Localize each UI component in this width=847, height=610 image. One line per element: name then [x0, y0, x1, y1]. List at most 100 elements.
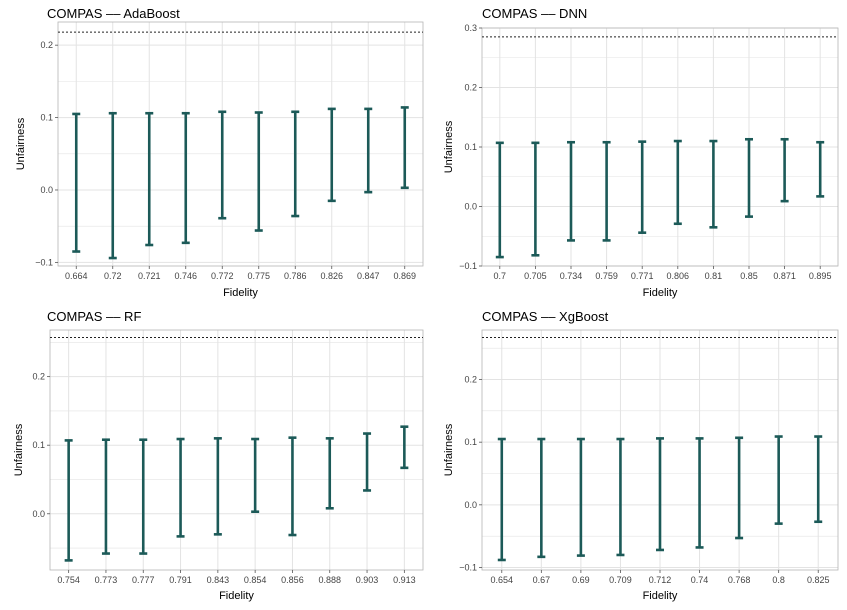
- y-tick-label: −0.1: [459, 261, 477, 271]
- x-tick-label: 0.705: [524, 271, 547, 281]
- error-bar: [400, 106, 409, 190]
- error-bar: [139, 438, 148, 555]
- x-axis-ticks: 0.754 0.773 0.777 0.791 0.843 0.854 0.856 0.888…: [57, 570, 416, 585]
- error-bars: [64, 425, 409, 562]
- y-tick-label: −0.1: [459, 562, 477, 572]
- error-bar: [363, 432, 372, 492]
- x-tick-label: 0.746: [174, 271, 197, 281]
- error-bar: [218, 110, 227, 220]
- error-bar: [673, 139, 682, 226]
- x-tick-label: 0.791: [169, 575, 192, 585]
- y-tick-label: 0.1: [464, 437, 477, 447]
- x-tick-label: 0.85: [740, 271, 758, 281]
- x-tick-label: 0.664: [65, 271, 88, 281]
- chart-svg: COMPAS –– DNN−0.10.00.10.20.30.7 0.705 0.7…: [443, 6, 839, 299]
- error-bar: [638, 140, 647, 234]
- x-tick-label: 0.81: [705, 271, 723, 281]
- error-bar: [251, 437, 260, 514]
- x-tick-label: 0.67: [533, 575, 551, 585]
- y-tick-label: 0.2: [32, 372, 45, 382]
- x-axis-label: Fidelity: [223, 287, 258, 299]
- error-bar: [101, 438, 110, 555]
- error-bars: [72, 106, 409, 260]
- error-bar: [531, 141, 540, 257]
- x-tick-label: 0.721: [138, 271, 161, 281]
- y-axis-ticks: −0.1 0.0 0.1 0.2 0.3: [459, 23, 482, 271]
- error-bars: [495, 137, 825, 259]
- chart-title: COMPAS –– DNN: [482, 6, 587, 21]
- error-bar: [213, 437, 222, 536]
- chart-panel: COMPAS –– XgBoost −0.1 0.0 0.1 0.2 0.654 0.67 0…: [430, 302, 847, 605]
- error-bar: [497, 437, 506, 562]
- error-bar: [72, 112, 81, 253]
- x-tick-label: 0.826: [320, 271, 343, 281]
- y-tick-label: 0.0: [40, 185, 53, 195]
- x-tick-label: 0.777: [132, 575, 155, 585]
- x-tick-label: 0.72: [104, 271, 122, 281]
- error-bar: [709, 139, 718, 229]
- error-bar: [327, 107, 336, 203]
- error-bar: [735, 436, 744, 540]
- y-axis-label: Unfairness: [15, 117, 27, 170]
- error-bar: [181, 111, 190, 245]
- x-tick-label: 0.772: [211, 271, 234, 281]
- y-tick-label: 0.2: [464, 83, 477, 93]
- error-bars: [497, 435, 823, 562]
- error-bar: [254, 111, 263, 232]
- error-bar: [745, 137, 753, 218]
- x-tick-label: 0.856: [281, 575, 304, 585]
- error-bar: [616, 437, 625, 557]
- error-bar: [145, 111, 154, 247]
- error-bar: [495, 141, 504, 259]
- y-axis-ticks: −0.1 0.0 0.1 0.2: [459, 375, 482, 572]
- x-tick-label: 0.825: [807, 575, 830, 585]
- x-axis-ticks: 0.654 0.67 0.69 0.709 0.712 0.74 0.768 0.8 0.825: [491, 570, 830, 585]
- error-bar: [108, 111, 117, 260]
- x-tick-label: 0.806: [667, 271, 690, 281]
- x-tick-label: 0.847: [357, 271, 380, 281]
- x-tick-label: 0.754: [57, 575, 80, 585]
- error-bar: [780, 137, 789, 203]
- error-bar: [537, 437, 546, 559]
- error-bar: [364, 107, 373, 194]
- y-tick-label: 0.1: [40, 113, 53, 123]
- y-tick-label: 0.1: [32, 440, 45, 450]
- y-tick-label: 0.0: [32, 509, 45, 519]
- x-tick-label: 0.903: [356, 575, 379, 585]
- y-axis-label: Unfairness: [443, 423, 455, 476]
- y-tick-label: 0.1: [464, 142, 477, 152]
- x-tick-label: 0.773: [95, 575, 118, 585]
- y-axis-label: Unfairness: [443, 120, 455, 173]
- y-tick-label: 0.2: [464, 375, 477, 385]
- y-axis-label: Unfairness: [13, 423, 25, 476]
- x-tick-label: 0.69: [572, 575, 590, 585]
- y-tick-label: 0.3: [464, 23, 477, 33]
- chart-svg: COMPAS –– RF 0.0 0.1 0.2 0.754 0.773 0.777 0.79…: [13, 309, 424, 602]
- x-tick-label: 0.74: [691, 575, 709, 585]
- x-tick-label: 0.871: [773, 271, 796, 281]
- error-bar: [176, 437, 185, 538]
- x-tick-label: 0.654: [491, 575, 514, 585]
- error-bar: [656, 437, 664, 552]
- chart-panel: COMPAS –– RF 0.0 0.1 0.2 0.754 0.773 0.777 0.79…: [0, 302, 430, 605]
- y-axis-ticks: −0.1 0.0 0.1 0.2: [35, 40, 58, 267]
- x-tick-label: 0.759: [595, 271, 618, 281]
- x-tick-label: 0.712: [649, 575, 672, 585]
- x-axis-ticks: 0.664 0.72 0.721 0.746 0.772 0.775 0.786 0.826 0…: [65, 266, 416, 281]
- error-bar: [814, 435, 823, 524]
- plot-border: [57, 21, 424, 267]
- error-bar: [288, 436, 297, 537]
- x-tick-label: 0.771: [631, 271, 654, 281]
- error-bar: [695, 437, 704, 549]
- error-bar: [576, 437, 585, 557]
- x-tick-label: 0.734: [560, 271, 583, 281]
- x-tick-label: 0.913: [393, 575, 416, 585]
- error-bar: [602, 140, 611, 242]
- error-bar: [774, 435, 783, 525]
- chart-svg: COMPAS –– XgBoost−0.10.00.10.20.654 0.67 0…: [443, 309, 839, 602]
- y-tick-label: 0.2: [40, 40, 53, 50]
- y-tick-label: 0.0: [464, 202, 477, 212]
- chart-panel: COMPAS –– AdaBoost −0.1 0.0 0.1 0.2 0.664 0.72…: [0, 0, 430, 302]
- x-axis-label: Fidelity: [219, 590, 254, 602]
